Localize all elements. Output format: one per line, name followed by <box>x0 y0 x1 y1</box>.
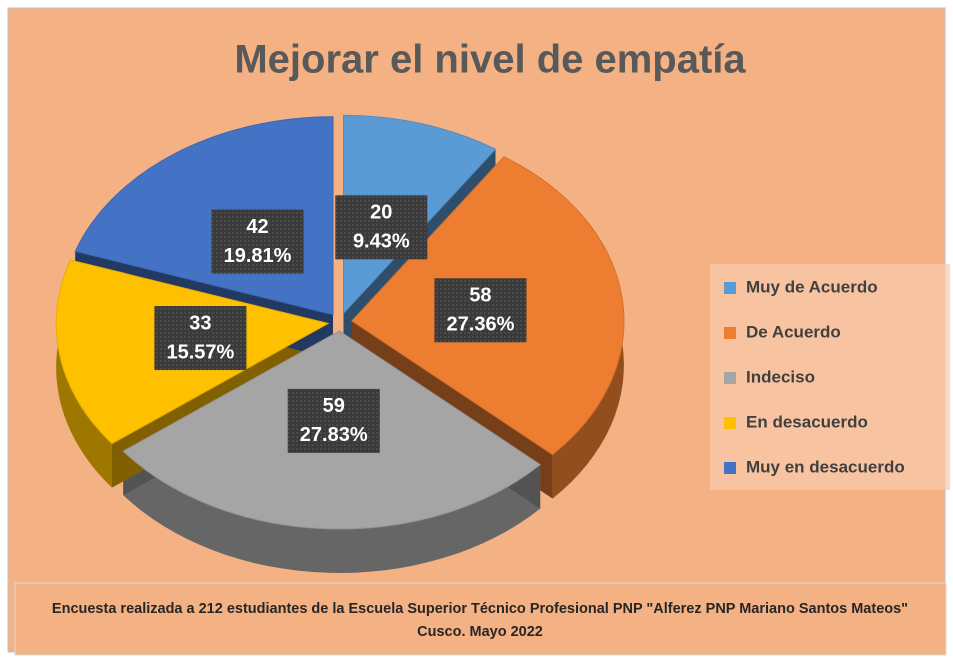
legend-swatch <box>724 462 736 474</box>
note-box <box>14 582 947 656</box>
legend-label: Muy en desacuerdo <box>746 457 905 476</box>
data-label-box <box>287 388 380 453</box>
slice-side <box>123 451 541 573</box>
legend-label: De Acuerdo <box>746 322 841 341</box>
data-label-value: 20 <box>370 202 392 224</box>
legend-label: En desacuerdo <box>746 412 868 431</box>
data-label-value: 42 <box>246 216 268 238</box>
data-label-percent: 15.57% <box>167 341 235 363</box>
legend-label: Muy de Acuerdo <box>746 277 878 296</box>
data-label-value: 33 <box>189 312 211 334</box>
data-label-box <box>154 306 247 371</box>
data-label-box <box>434 278 527 343</box>
chart-title: Mejorar el nivel de empatía <box>234 38 746 82</box>
slice-side <box>56 260 112 488</box>
legend-swatch <box>724 282 736 294</box>
legend-label: Indeciso <box>746 367 815 386</box>
data-label-percent: 9.43% <box>353 231 410 253</box>
data-label-percent: 27.83% <box>300 424 368 446</box>
data-label-value: 59 <box>323 395 345 417</box>
legend-swatch <box>724 372 736 384</box>
legend-box <box>710 264 950 490</box>
legend-swatch <box>724 327 736 339</box>
data-label-box <box>335 195 428 260</box>
data-label-percent: 27.36% <box>447 314 515 336</box>
note: Encuesta realizada a 212 estudiantes de … <box>51 601 909 640</box>
legend-swatch <box>724 417 736 429</box>
data-label-percent: 19.81% <box>224 245 292 267</box>
data-label-value: 58 <box>469 285 491 307</box>
data-label-box <box>211 209 304 274</box>
